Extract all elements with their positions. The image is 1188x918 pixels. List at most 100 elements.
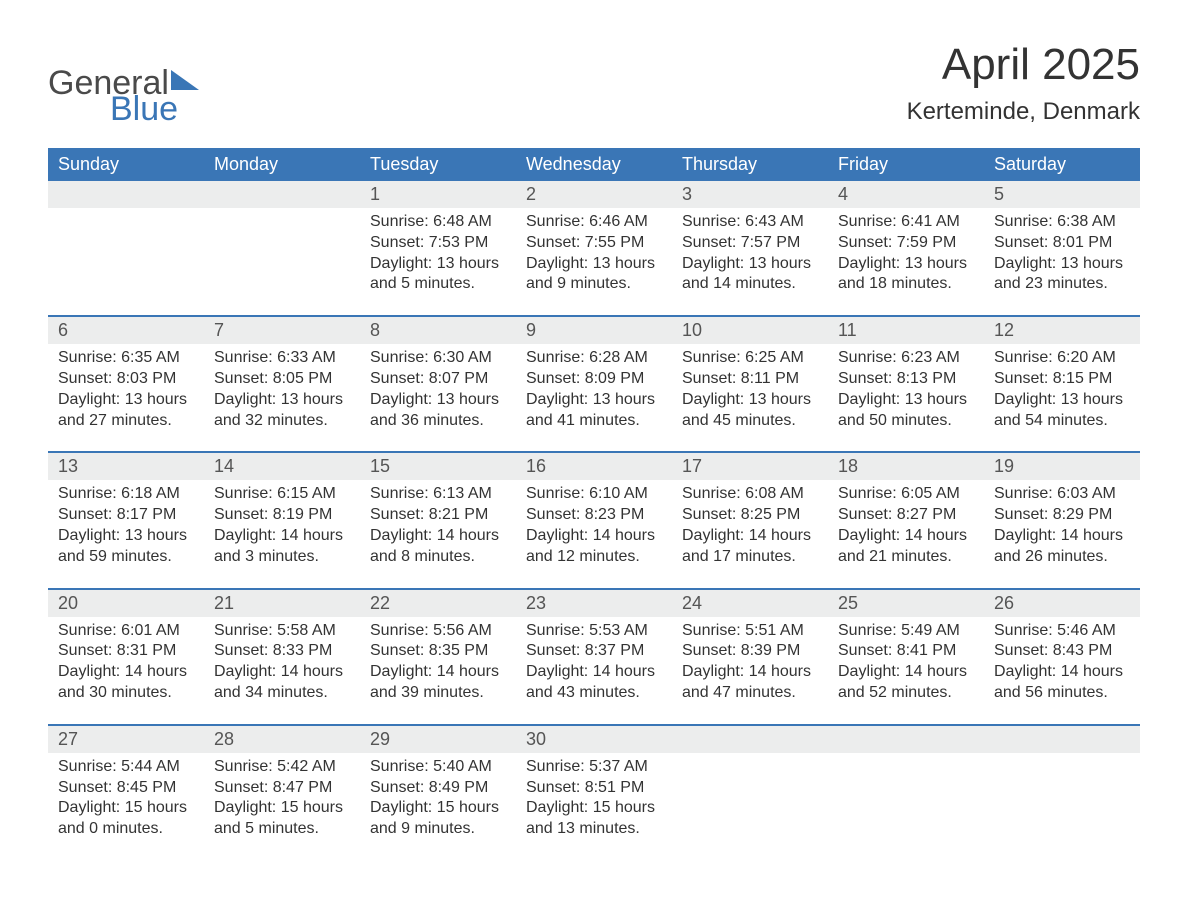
- calendar-week: 20Sunrise: 6:01 AMSunset: 8:31 PMDayligh…: [48, 588, 1140, 710]
- cell-body: Sunrise: 6:25 AMSunset: 8:11 PMDaylight:…: [672, 344, 828, 437]
- sunrise-text: Sunrise: 5:58 AM: [214, 621, 350, 642]
- day-number: 24: [672, 590, 828, 617]
- day-number: 10: [672, 317, 828, 344]
- sunrise-text: Sunrise: 6:48 AM: [370, 212, 506, 233]
- calendar-cell: 13Sunrise: 6:18 AMSunset: 8:17 PMDayligh…: [48, 453, 204, 573]
- daylight-text: Daylight: 14 hours and 17 minutes.: [682, 526, 818, 568]
- calendar-cell: 5Sunrise: 6:38 AMSunset: 8:01 PMDaylight…: [984, 181, 1140, 301]
- calendar: SundayMondayTuesdayWednesdayThursdayFrid…: [48, 148, 1140, 846]
- day-number: [672, 726, 828, 753]
- sunset-text: Sunset: 8:47 PM: [214, 778, 350, 799]
- day-number: 9: [516, 317, 672, 344]
- day-number: [828, 726, 984, 753]
- sunset-text: Sunset: 7:57 PM: [682, 233, 818, 254]
- calendar-cell: 17Sunrise: 6:08 AMSunset: 8:25 PMDayligh…: [672, 453, 828, 573]
- day-number: 26: [984, 590, 1140, 617]
- calendar-cell: 20Sunrise: 6:01 AMSunset: 8:31 PMDayligh…: [48, 590, 204, 710]
- day-number: 15: [360, 453, 516, 480]
- calendar-cell: 9 Sunrise: 6:28 AMSunset: 8:09 PMDaylight…: [516, 317, 672, 437]
- cell-body: Sunrise: 6:01 AMSunset: 8:31 PMDaylight:…: [48, 617, 204, 710]
- calendar-cell: 6Sunrise: 6:35 AMSunset: 8:03 PMDaylight…: [48, 317, 204, 437]
- calendar-cell: 2Sunrise: 6:46 AMSunset: 7:55 PMDaylight…: [516, 181, 672, 301]
- calendar-cell: 11Sunrise: 6:23 AMSunset: 8:13 PMDayligh…: [828, 317, 984, 437]
- day-number: 20: [48, 590, 204, 617]
- calendar-cell: 18Sunrise: 6:05 AMSunset: 8:27 PMDayligh…: [828, 453, 984, 573]
- sunrise-text: Sunrise: 6:46 AM: [526, 212, 662, 233]
- sunrise-text: Sunrise: 5:53 AM: [526, 621, 662, 642]
- day-number: 19: [984, 453, 1140, 480]
- calendar-cell: 19Sunrise: 6:03 AMSunset: 8:29 PMDayligh…: [984, 453, 1140, 573]
- day-number: 14: [204, 453, 360, 480]
- day-header: Thursday: [672, 148, 828, 181]
- cell-body: Sunrise: 6:18 AMSunset: 8:17 PMDaylight:…: [48, 480, 204, 573]
- day-header: Wednesday: [516, 148, 672, 181]
- calendar-week: 1Sunrise: 6:48 AMSunset: 7:53 PMDaylight…: [48, 181, 1140, 301]
- sunset-text: Sunset: 8:23 PM: [526, 505, 662, 526]
- day-number: 23: [516, 590, 672, 617]
- sunrise-text: Sunrise: 5:44 AM: [58, 757, 194, 778]
- calendar-cell: 10Sunrise: 6:25 AMSunset: 8:11 PMDayligh…: [672, 317, 828, 437]
- cell-body: Sunrise: 6:23 AMSunset: 8:13 PMDaylight:…: [828, 344, 984, 437]
- calendar-cell: [204, 181, 360, 301]
- daylight-text: Daylight: 15 hours and 13 minutes.: [526, 798, 662, 840]
- day-number: [48, 181, 204, 208]
- day-number: 29: [360, 726, 516, 753]
- cell-body: Sunrise: 5:58 AMSunset: 8:33 PMDaylight:…: [204, 617, 360, 710]
- daylight-text: Daylight: 13 hours and 14 minutes.: [682, 254, 818, 296]
- daylight-text: Daylight: 13 hours and 50 minutes.: [838, 390, 974, 432]
- calendar-cell: 16Sunrise: 6:10 AMSunset: 8:23 PMDayligh…: [516, 453, 672, 573]
- day-number: 11: [828, 317, 984, 344]
- calendar-week: 6Sunrise: 6:35 AMSunset: 8:03 PMDaylight…: [48, 315, 1140, 437]
- day-header-row: SundayMondayTuesdayWednesdayThursdayFrid…: [48, 148, 1140, 181]
- sunset-text: Sunset: 8:13 PM: [838, 369, 974, 390]
- calendar-cell: [48, 181, 204, 301]
- sunset-text: Sunset: 8:27 PM: [838, 505, 974, 526]
- day-number: 18: [828, 453, 984, 480]
- day-number: 4: [828, 181, 984, 208]
- sunset-text: Sunset: 8:43 PM: [994, 641, 1130, 662]
- day-number: 5: [984, 181, 1140, 208]
- calendar-cell: 28Sunrise: 5:42 AMSunset: 8:47 PMDayligh…: [204, 726, 360, 846]
- calendar-cell: [672, 726, 828, 846]
- cell-body: Sunrise: 6:08 AMSunset: 8:25 PMDaylight:…: [672, 480, 828, 573]
- sunset-text: Sunset: 8:07 PM: [370, 369, 506, 390]
- day-number: [204, 181, 360, 208]
- daylight-text: Daylight: 14 hours and 30 minutes.: [58, 662, 194, 704]
- sunset-text: Sunset: 8:51 PM: [526, 778, 662, 799]
- sunset-text: Sunset: 8:17 PM: [58, 505, 194, 526]
- day-header: Friday: [828, 148, 984, 181]
- cell-body: Sunrise: 6:48 AMSunset: 7:53 PMDaylight:…: [360, 208, 516, 301]
- sunset-text: Sunset: 8:45 PM: [58, 778, 194, 799]
- day-number: [984, 726, 1140, 753]
- logo: General Blue: [48, 66, 199, 126]
- logo-text-blue: Blue: [110, 92, 199, 126]
- cell-body: Sunrise: 6:20 AMSunset: 8:15 PMDaylight:…: [984, 344, 1140, 437]
- sunrise-text: Sunrise: 6:43 AM: [682, 212, 818, 233]
- calendar-cell: [984, 726, 1140, 846]
- calendar-cell: 4Sunrise: 6:41 AMSunset: 7:59 PMDaylight…: [828, 181, 984, 301]
- sunrise-text: Sunrise: 6:25 AM: [682, 348, 818, 369]
- sunrise-text: Sunrise: 6:08 AM: [682, 484, 818, 505]
- sunset-text: Sunset: 8:09 PM: [526, 369, 662, 390]
- day-number: 12: [984, 317, 1140, 344]
- sunrise-text: Sunrise: 5:37 AM: [526, 757, 662, 778]
- sunrise-text: Sunrise: 5:51 AM: [682, 621, 818, 642]
- sunrise-text: Sunrise: 6:28 AM: [526, 348, 662, 369]
- cell-body: Sunrise: 5:56 AMSunset: 8:35 PMDaylight:…: [360, 617, 516, 710]
- daylight-text: Daylight: 13 hours and 59 minutes.: [58, 526, 194, 568]
- sunrise-text: Sunrise: 5:49 AM: [838, 621, 974, 642]
- daylight-text: Daylight: 13 hours and 41 minutes.: [526, 390, 662, 432]
- cell-body: Sunrise: 6:33 AMSunset: 8:05 PMDaylight:…: [204, 344, 360, 437]
- day-header: Tuesday: [360, 148, 516, 181]
- sunset-text: Sunset: 8:15 PM: [994, 369, 1130, 390]
- calendar-week: 27Sunrise: 5:44 AMSunset: 8:45 PMDayligh…: [48, 724, 1140, 846]
- calendar-cell: 7Sunrise: 6:33 AMSunset: 8:05 PMDaylight…: [204, 317, 360, 437]
- sunrise-text: Sunrise: 6:05 AM: [838, 484, 974, 505]
- calendar-cell: 1Sunrise: 6:48 AMSunset: 7:53 PMDaylight…: [360, 181, 516, 301]
- sunset-text: Sunset: 7:59 PM: [838, 233, 974, 254]
- cell-body: Sunrise: 6:13 AMSunset: 8:21 PMDaylight:…: [360, 480, 516, 573]
- daylight-text: Daylight: 14 hours and 56 minutes.: [994, 662, 1130, 704]
- title-block: April 2025 Kerteminde, Denmark: [907, 40, 1140, 126]
- page: General Blue April 2025 Kerteminde, Denm…: [0, 0, 1188, 886]
- daylight-text: Daylight: 15 hours and 0 minutes.: [58, 798, 194, 840]
